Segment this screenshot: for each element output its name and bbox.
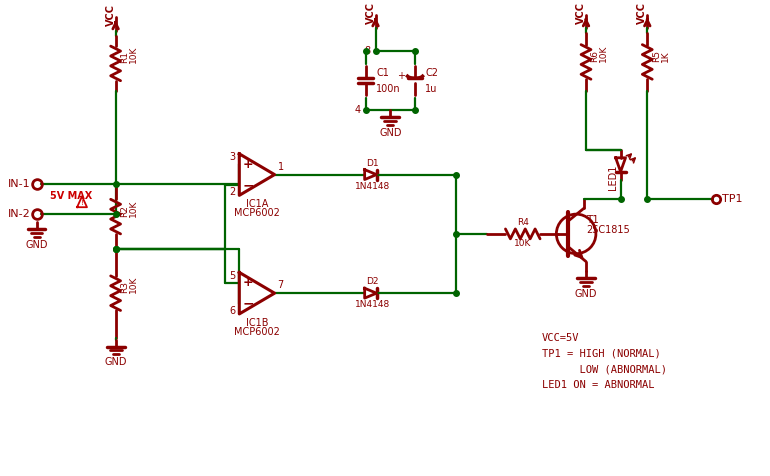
Text: GND: GND (105, 357, 127, 367)
Text: 10K: 10K (599, 45, 608, 62)
Text: IN-1: IN-1 (8, 179, 31, 189)
Text: 4: 4 (354, 105, 360, 115)
Text: R6: R6 (591, 50, 599, 62)
Text: 8: 8 (364, 46, 370, 56)
Text: 5: 5 (229, 271, 236, 281)
Text: VCC=5V: VCC=5V (541, 333, 579, 343)
Text: R5: R5 (651, 50, 661, 62)
Text: TP1: TP1 (722, 194, 743, 204)
Text: IN-2: IN-2 (8, 209, 31, 219)
Text: D2: D2 (367, 277, 379, 286)
Text: LED1: LED1 (608, 165, 618, 190)
Text: VCC: VCC (105, 4, 116, 27)
Text: 10K: 10K (129, 46, 138, 63)
Text: GND: GND (574, 289, 598, 299)
Text: 10K: 10K (514, 239, 531, 248)
Text: MCP6002: MCP6002 (234, 327, 280, 337)
Text: R1: R1 (120, 51, 129, 63)
Text: LOW (ABNORMAL): LOW (ABNORMAL) (541, 364, 667, 374)
Text: 1K: 1K (661, 50, 670, 62)
Text: 10K: 10K (129, 276, 138, 293)
Text: D1: D1 (367, 159, 379, 168)
Text: 2SC1815: 2SC1815 (586, 225, 630, 235)
Text: 100n: 100n (376, 84, 400, 94)
Text: LED1 ON = ABNORMAL: LED1 ON = ABNORMAL (541, 380, 654, 390)
Text: GND: GND (25, 240, 48, 250)
Text: 2: 2 (229, 187, 236, 197)
Text: T1: T1 (586, 215, 599, 225)
Text: !: ! (81, 200, 83, 206)
Text: C2: C2 (426, 68, 438, 78)
Text: 1u: 1u (426, 84, 438, 94)
Text: 3: 3 (229, 152, 236, 162)
Text: 6: 6 (229, 306, 236, 316)
Text: −: − (243, 178, 254, 192)
Text: 1: 1 (277, 162, 283, 172)
Text: R2: R2 (120, 205, 129, 217)
Text: −: − (243, 297, 254, 310)
Text: +: + (397, 71, 405, 81)
Text: IC1B: IC1B (246, 318, 268, 328)
Text: TP1 = HIGH (NORMAL): TP1 = HIGH (NORMAL) (541, 348, 661, 358)
Text: VCC: VCC (638, 1, 648, 23)
Text: 1N4148: 1N4148 (355, 181, 390, 190)
Text: MCP6002: MCP6002 (234, 208, 280, 218)
Text: +: + (243, 276, 253, 289)
Text: +: + (243, 158, 253, 171)
Text: GND: GND (379, 128, 402, 138)
Text: 7: 7 (277, 280, 284, 290)
Text: VCC: VCC (576, 1, 586, 23)
Text: R4: R4 (517, 218, 529, 227)
Text: C1: C1 (376, 68, 389, 78)
Text: VCC: VCC (366, 1, 376, 23)
Text: 10K: 10K (129, 199, 138, 217)
Text: IC1A: IC1A (246, 199, 268, 209)
Text: R3: R3 (120, 281, 129, 293)
Text: 5V MAX: 5V MAX (50, 191, 92, 201)
Text: 1N4148: 1N4148 (355, 300, 390, 309)
